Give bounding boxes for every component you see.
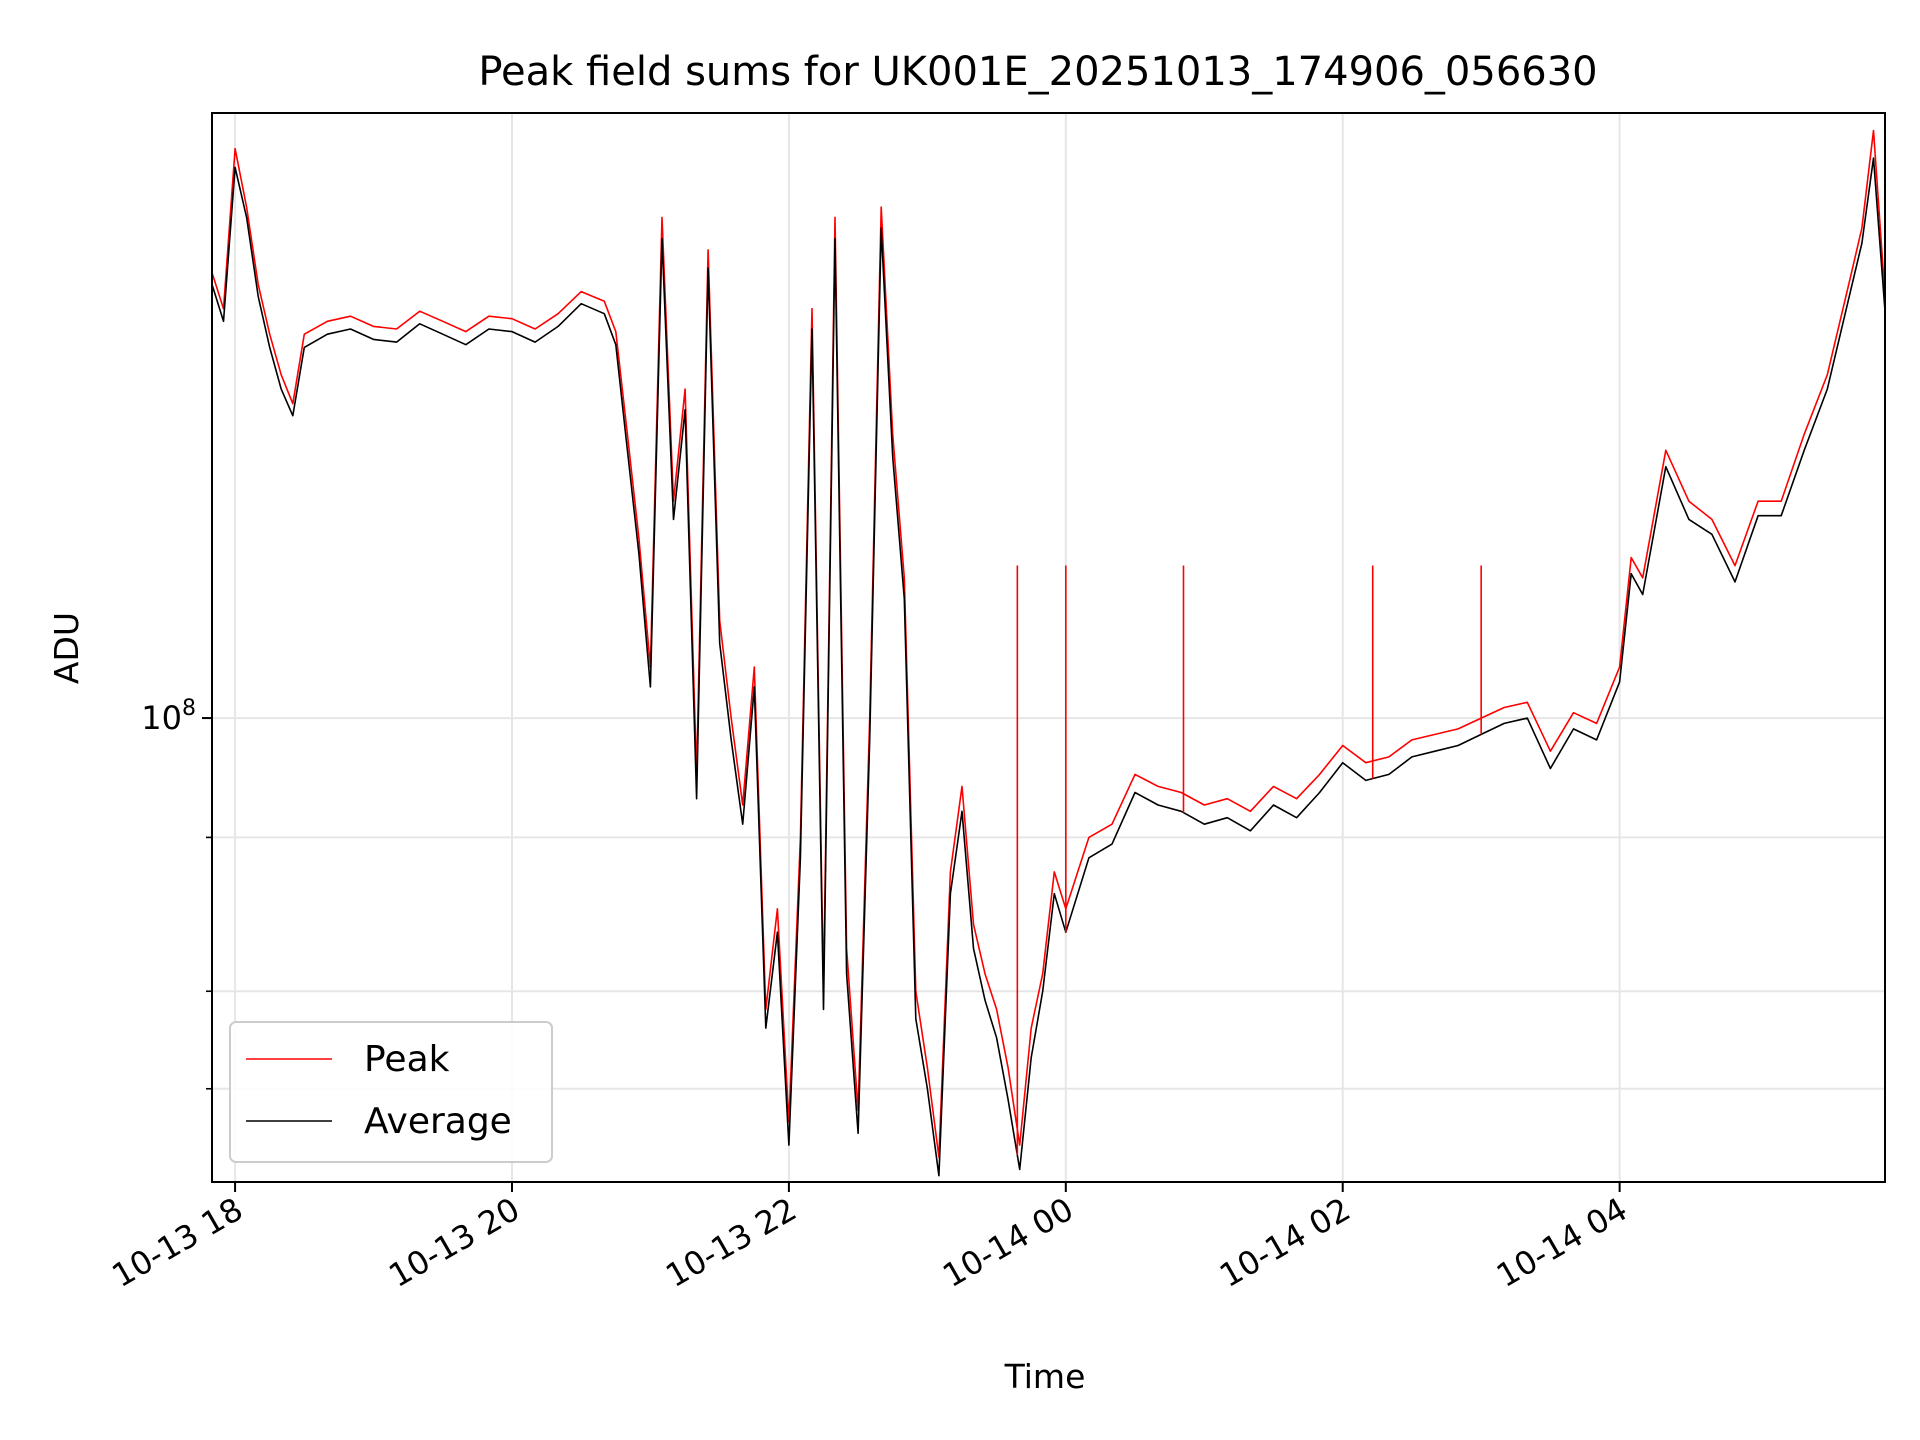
- legend-average-label: Average: [364, 1101, 512, 1142]
- legend: Peak Average: [229, 1021, 553, 1163]
- grid-lines: [212, 113, 1885, 1182]
- x-axis-label: Time: [1004, 1357, 1086, 1396]
- x-tick-label: 10-14 00: [936, 1190, 1080, 1295]
- y-axis-label: ADU: [47, 612, 86, 684]
- y-tick-label: 108: [141, 696, 196, 737]
- chart-title: Peak field sums for UK001E_20251013_1749…: [478, 49, 1597, 95]
- x-tick-label: 10-13 18: [105, 1190, 249, 1295]
- series-lines: [211, 129, 1886, 1177]
- series-line-average: [211, 157, 1886, 1177]
- series-line-peak: [211, 129, 1886, 1158]
- x-tick-label: 10-14 02: [1213, 1190, 1357, 1295]
- x-tick-label: 10-13 22: [659, 1190, 803, 1295]
- x-axis-ticks: 10-13 18 10-13 20 10-13 22 10-14 00 10-14 02…: [105, 1182, 1634, 1295]
- plot-frame: [211, 112, 1886, 1183]
- x-tick-label: 10-14 04: [1490, 1190, 1634, 1295]
- legend-box: [229, 1021, 553, 1163]
- x-tick-label: 10-13 20: [382, 1190, 526, 1295]
- legend-peak-label: Peak: [364, 1039, 450, 1080]
- y-axis-ticks: 108: [141, 696, 212, 1090]
